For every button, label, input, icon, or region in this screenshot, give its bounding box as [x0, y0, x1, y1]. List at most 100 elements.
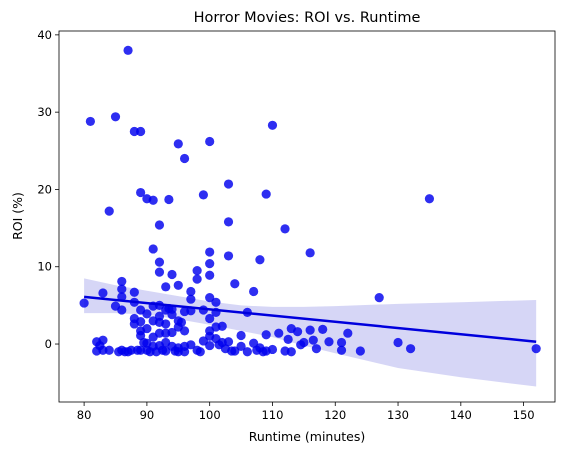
data-point-98 [205, 270, 215, 280]
data-point-144 [305, 325, 315, 335]
data-point-114 [223, 251, 234, 261]
data-point-51 [154, 267, 165, 277]
data-point-113 [223, 217, 234, 227]
data-point-151 [343, 328, 353, 338]
data-point-126 [255, 255, 265, 265]
data-point-130 [261, 330, 271, 340]
data-point-95 [205, 136, 215, 147]
data-point-103 [205, 340, 215, 351]
data-point-142 [299, 337, 309, 348]
data-point-16 [117, 305, 127, 315]
data-point-146 [311, 344, 322, 354]
data-point-117 [230, 279, 240, 289]
data-point-152 [355, 346, 365, 356]
data-point-147 [318, 324, 328, 334]
x-tick-label-150: 150 [513, 408, 535, 422]
x-tick-label-130: 130 [387, 408, 409, 422]
data-point-135 [280, 224, 290, 234]
data-point-87 [186, 340, 196, 350]
data-point-81 [179, 326, 190, 336]
y-tick-label-10: 10 [37, 260, 52, 274]
data-point-134 [274, 328, 284, 338]
data-point-6 [98, 335, 108, 345]
data-point-145 [308, 335, 318, 345]
points-layer [79, 45, 541, 357]
data-point-78 [176, 317, 187, 327]
data-point-79 [179, 153, 190, 164]
data-point-23 [129, 287, 139, 297]
data-point-143 [305, 248, 315, 258]
chart-title: Horror Movies: ROI vs. Runtime [194, 10, 421, 26]
data-point-157 [531, 344, 541, 354]
data-point-123 [249, 286, 259, 297]
x-tick-label-140: 140 [450, 408, 472, 422]
data-point-29 [136, 187, 146, 198]
y-axis: 0 10 20 30 40 [37, 28, 59, 351]
data-point-83 [179, 347, 190, 357]
data-point-109 [217, 321, 227, 331]
regression-line [83, 295, 537, 343]
data-point-99 [205, 293, 215, 303]
data-point-14 [117, 284, 127, 294]
data-point-5 [98, 288, 108, 298]
data-point-19 [123, 45, 133, 55]
data-point-0 [79, 298, 89, 308]
data-point-13 [117, 276, 127, 287]
data-point-149 [336, 337, 347, 348]
data-point-1 [85, 116, 95, 127]
data-point-122 [242, 347, 252, 357]
data-point-69 [167, 327, 177, 338]
data-point-129 [261, 189, 271, 199]
data-point-84 [186, 286, 196, 297]
x-axis-label: Runtime (minutes) [249, 429, 366, 444]
data-point-112 [223, 179, 234, 189]
data-point-31 [136, 317, 146, 327]
data-point-73 [173, 280, 183, 290]
data-point-104 [211, 297, 221, 307]
y-tick-label-20: 20 [37, 182, 52, 196]
x-tick-label-90: 90 [140, 408, 155, 422]
data-point-28 [136, 126, 146, 137]
data-point-133 [267, 344, 278, 355]
data-point-155 [405, 344, 416, 354]
data-point-37 [142, 309, 152, 319]
data-point-88 [192, 266, 202, 276]
data-point-42 [148, 195, 158, 205]
data-point-139 [286, 347, 296, 357]
plot-frame [58, 30, 556, 403]
x-tick-label-110: 110 [261, 408, 283, 422]
data-point-100 [205, 313, 215, 324]
data-point-62 [161, 346, 171, 356]
x-tick-label-80: 80 [77, 408, 92, 422]
regression-layer [83, 295, 537, 343]
data-point-43 [148, 244, 158, 254]
data-point-156 [424, 194, 435, 204]
y-tick-label-40: 40 [37, 28, 52, 42]
data-point-68 [167, 310, 177, 320]
data-point-65 [164, 194, 174, 205]
data-point-72 [173, 139, 183, 149]
data-point-58 [161, 282, 171, 292]
x-axis: 80 90 100 110 120 130 140 150 [77, 402, 535, 422]
data-point-118 [230, 346, 240, 356]
data-point-124 [249, 338, 259, 348]
data-point-49 [154, 220, 165, 230]
data-point-148 [324, 337, 334, 347]
data-point-119 [236, 330, 246, 341]
data-point-91 [195, 347, 205, 357]
data-point-154 [393, 337, 403, 348]
data-point-140 [292, 327, 303, 337]
y-tick-label-30: 30 [37, 105, 52, 119]
data-point-150 [336, 345, 347, 355]
x-tick-label-100: 100 [199, 408, 221, 422]
y-axis-label: ROI (%) [10, 192, 25, 240]
data-point-9 [104, 345, 114, 355]
data-point-94 [198, 336, 209, 346]
data-point-66 [167, 269, 177, 280]
data-point-132 [267, 120, 278, 130]
data-point-120 [236, 341, 246, 351]
data-point-60 [161, 319, 171, 329]
data-point-153 [374, 293, 384, 303]
data-point-50 [154, 257, 165, 267]
